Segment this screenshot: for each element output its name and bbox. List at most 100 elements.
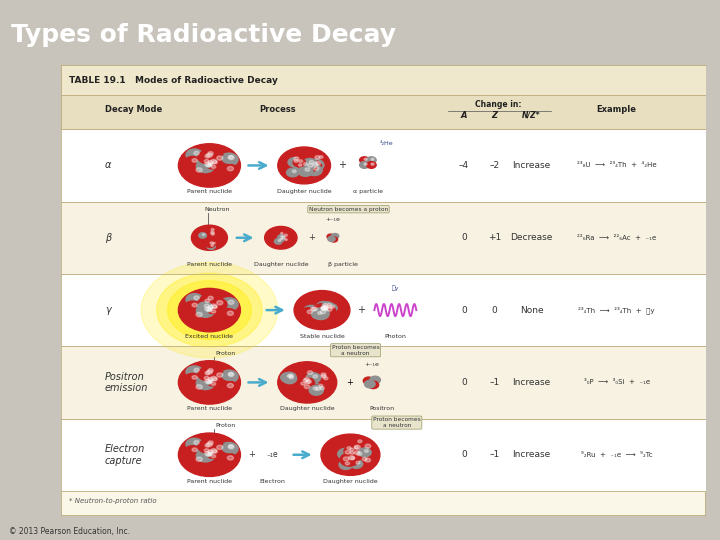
Circle shape (287, 168, 299, 177)
Text: Decay Mode: Decay Mode (105, 105, 162, 114)
Circle shape (360, 157, 369, 164)
Circle shape (199, 451, 215, 462)
Circle shape (344, 450, 357, 458)
Text: N/Z*: N/Z* (522, 111, 541, 119)
Circle shape (207, 227, 216, 234)
Text: ²³₄Th  ⟶  ²³₄Th  +  ᵯy: ²³₄Th ⟶ ²³₄Th + ᵯy (578, 306, 655, 314)
Circle shape (312, 307, 318, 311)
Text: +1: +1 (487, 233, 501, 242)
Text: Electron
capture: Electron capture (105, 444, 145, 465)
Circle shape (287, 375, 292, 377)
Circle shape (297, 161, 310, 170)
Circle shape (324, 377, 328, 380)
Text: Stable nuclide: Stable nuclide (300, 334, 344, 339)
Circle shape (179, 288, 240, 332)
Circle shape (208, 450, 213, 454)
Text: Neutron: Neutron (204, 207, 230, 212)
Circle shape (318, 305, 336, 317)
Text: –2: –2 (489, 161, 499, 170)
FancyBboxPatch shape (61, 96, 706, 129)
Circle shape (200, 366, 217, 378)
Text: ₋₁e: ₋₁e (267, 450, 279, 459)
Circle shape (307, 165, 323, 176)
Circle shape (354, 451, 360, 455)
Circle shape (186, 149, 203, 161)
Circle shape (294, 157, 299, 160)
Circle shape (282, 374, 297, 383)
Circle shape (194, 368, 199, 372)
Circle shape (300, 368, 316, 380)
Circle shape (325, 303, 337, 313)
Circle shape (179, 361, 240, 404)
Circle shape (277, 235, 287, 242)
Circle shape (340, 453, 359, 466)
Circle shape (278, 235, 284, 239)
Circle shape (204, 163, 211, 166)
Circle shape (228, 156, 234, 160)
Circle shape (299, 164, 302, 166)
Circle shape (294, 163, 305, 170)
FancyBboxPatch shape (61, 274, 706, 346)
Circle shape (298, 166, 313, 177)
Circle shape (211, 376, 217, 381)
Circle shape (186, 366, 203, 378)
Circle shape (208, 153, 227, 167)
Circle shape (199, 379, 215, 389)
Circle shape (179, 144, 240, 187)
Circle shape (220, 442, 238, 455)
Text: γ: γ (105, 305, 111, 315)
Circle shape (294, 380, 308, 390)
Text: 0: 0 (461, 450, 467, 459)
Text: 0: 0 (491, 306, 497, 315)
Circle shape (184, 157, 201, 168)
Circle shape (284, 239, 287, 240)
Circle shape (282, 237, 285, 239)
Circle shape (200, 294, 217, 306)
Circle shape (196, 384, 202, 389)
Circle shape (211, 382, 216, 386)
Circle shape (294, 291, 350, 329)
Text: Increase: Increase (513, 161, 551, 170)
Circle shape (321, 307, 325, 310)
Circle shape (202, 161, 215, 171)
Circle shape (279, 233, 289, 240)
FancyBboxPatch shape (61, 346, 706, 418)
Text: Proton becomes
a neutron: Proton becomes a neutron (332, 345, 379, 356)
Circle shape (347, 447, 351, 449)
Circle shape (202, 301, 221, 315)
Circle shape (356, 461, 360, 464)
Circle shape (197, 374, 212, 385)
Text: α: α (105, 160, 112, 171)
Circle shape (357, 452, 361, 456)
Text: ⁹₂Ru  +  ₋₁e  ⟶  ⁹₂Tc: ⁹₂Ru + ₋₁e ⟶ ⁹₂Tc (581, 452, 652, 458)
Circle shape (346, 443, 364, 456)
Circle shape (345, 455, 357, 463)
Circle shape (315, 161, 320, 165)
Circle shape (316, 301, 331, 312)
Circle shape (310, 307, 315, 311)
Text: Example: Example (597, 105, 636, 114)
Circle shape (320, 387, 324, 390)
Text: +: + (358, 305, 366, 315)
Circle shape (210, 241, 217, 246)
Circle shape (360, 161, 369, 168)
Circle shape (330, 305, 335, 308)
FancyBboxPatch shape (61, 129, 706, 201)
Circle shape (201, 448, 217, 459)
Circle shape (222, 370, 236, 380)
Circle shape (211, 455, 216, 458)
Text: © 2013 Pearson Education, Inc.: © 2013 Pearson Education, Inc. (9, 526, 130, 536)
Circle shape (349, 444, 361, 453)
Circle shape (202, 450, 215, 460)
Circle shape (294, 159, 298, 163)
Circle shape (199, 233, 207, 238)
Circle shape (281, 373, 294, 382)
Text: Electron: Electron (260, 478, 286, 484)
Circle shape (201, 375, 217, 387)
Circle shape (305, 160, 322, 172)
Circle shape (202, 378, 215, 388)
Text: 0: 0 (461, 306, 467, 315)
Circle shape (204, 376, 209, 380)
Circle shape (204, 307, 211, 311)
Circle shape (313, 387, 318, 390)
